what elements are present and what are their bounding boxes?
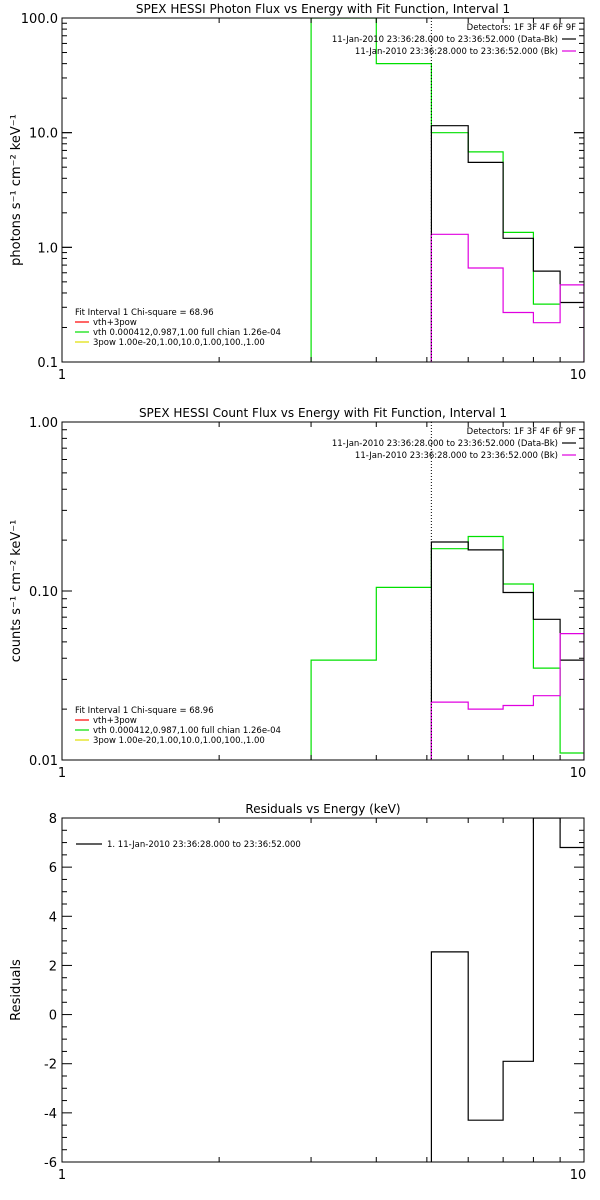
y-tick-label: 6 xyxy=(49,861,57,876)
legend-entry-data-bk: 11-Jan-2010 23:36:28.000 to 23:36:52.000… xyxy=(332,439,558,449)
legend-entry-data-bk: 11-Jan-2010 23:36:28.000 to 23:36:52.000… xyxy=(332,35,558,45)
y-tick-label: 8 xyxy=(49,812,57,827)
x-tick-label: 1 xyxy=(58,766,66,781)
legend-detectors: Detectors: 1F 3F 4F 6F 9F xyxy=(467,23,576,33)
legend-fit-interval: Fit Interval 1 Chi-square = 68.96 xyxy=(75,308,214,318)
legend-entry: 1. 11-Jan-2010 23:36:28.000 to 23:36:52.… xyxy=(107,840,301,850)
plot-frame xyxy=(61,817,585,1163)
legend-entry: vth 0.000412,0.987,1.00 full chian 1.26e… xyxy=(93,726,281,736)
y-tick-label: 0 xyxy=(49,1009,57,1024)
legend-top: Detectors: 1F 3F 4F 6F 9F 11-Jan-2010 23:… xyxy=(332,23,576,57)
y-tick-label: -4 xyxy=(44,1107,57,1122)
y-axis: 0.01 0.10 1.00 xyxy=(29,416,584,769)
series-line-data-bk xyxy=(430,125,584,362)
legend-entry-bk: 11-Jan-2010 23:36:28.000 to 23:36:52.000… xyxy=(355,451,558,461)
y-tick-label: -2 xyxy=(44,1058,57,1073)
legend-entry: vth+3pow xyxy=(93,318,137,328)
legend-entry: 3pow 1.00e-20,1.00,10.0,1.00,100.,1.00 xyxy=(93,736,265,746)
legend-top: Detectors: 1F 3F 4F 6F 9F 11-Jan-2010 23:… xyxy=(332,427,576,461)
y-tick-label: 0.10 xyxy=(29,585,58,600)
y-tick-label: 2 xyxy=(49,959,57,974)
y-axis: -6 -4 -2 0 2 4 6 8 xyxy=(44,812,584,1171)
series-line-1 xyxy=(430,818,584,1162)
legend-bottom: Fit Interval 1 Chi-square = 68.96vth+3po… xyxy=(75,706,281,746)
series-line-bk xyxy=(430,632,584,760)
series-line-vth xyxy=(310,535,584,760)
x-axis: 1 10 xyxy=(58,818,586,1183)
series-group xyxy=(310,18,584,362)
legend-entry: vth 0.000412,0.987,1.00 full chian 1.26e… xyxy=(93,328,281,338)
y-tick-label: -6 xyxy=(44,1156,57,1171)
x-axis: 1 10 xyxy=(58,422,586,781)
x-tick-label: 10 xyxy=(570,368,587,383)
legend-detectors: Detectors: 1F 3F 4F 6F 9F xyxy=(467,427,576,437)
chart-title: SPEX HESSI Photon Flux vs Energy with Fi… xyxy=(136,2,510,16)
series-group xyxy=(430,818,584,1162)
y-tick-label: 10.0 xyxy=(29,127,58,142)
y-tick-label: 1.00 xyxy=(29,416,58,431)
y-axis: 0.1 1.0 10.0 100.0 xyxy=(21,12,584,371)
y-tick-label: 0.01 xyxy=(29,754,58,769)
legend-fit-interval: Fit Interval 1 Chi-square = 68.96 xyxy=(75,706,214,716)
x-tick-label: 10 xyxy=(570,766,587,781)
legend-entry: 3pow 1.00e-20,1.00,10.0,1.00,100.,1.00 xyxy=(93,338,265,348)
x-tick-label: 1 xyxy=(58,368,66,383)
y-axis-label: Residuals xyxy=(9,959,24,1021)
chart-2: SPEX HESSI Count Flux vs Energy with Fit… xyxy=(9,406,586,781)
y-axis-label: photons s⁻¹ cm⁻² keV⁻¹ xyxy=(9,114,24,266)
y-tick-label: 100.0 xyxy=(21,12,58,27)
y-tick-label: 0.1 xyxy=(37,356,58,371)
legend-bottom: Fit Interval 1 Chi-square = 68.96vth+3po… xyxy=(75,308,281,348)
series-line-vth xyxy=(310,18,561,362)
legend-entry: vth+3pow xyxy=(93,716,137,726)
legend: 1. 11-Jan-2010 23:36:28.000 to 23:36:52.… xyxy=(76,840,301,850)
chart-title: Residuals vs Energy (keV) xyxy=(245,802,400,816)
series-group xyxy=(310,535,584,760)
x-tick-label: 1 xyxy=(58,1168,66,1183)
y-axis-label: counts s⁻¹ cm⁻² keV⁻¹ xyxy=(9,520,24,663)
chart-title: SPEX HESSI Count Flux vs Energy with Fit… xyxy=(139,406,507,420)
series-line-data-bk xyxy=(430,541,584,760)
x-axis: 1 10 xyxy=(58,18,586,383)
x-tick-label: 10 xyxy=(570,1168,587,1183)
legend-entry-bk: 11-Jan-2010 23:36:28.000 to 23:36:52.000… xyxy=(355,47,558,57)
series-line-bk xyxy=(430,233,584,362)
y-tick-label: 1.0 xyxy=(37,241,58,256)
plot-frame xyxy=(61,17,585,363)
chart-1: SPEX HESSI Photon Flux vs Energy with Fi… xyxy=(9,2,586,383)
y-tick-label: 4 xyxy=(49,910,57,925)
